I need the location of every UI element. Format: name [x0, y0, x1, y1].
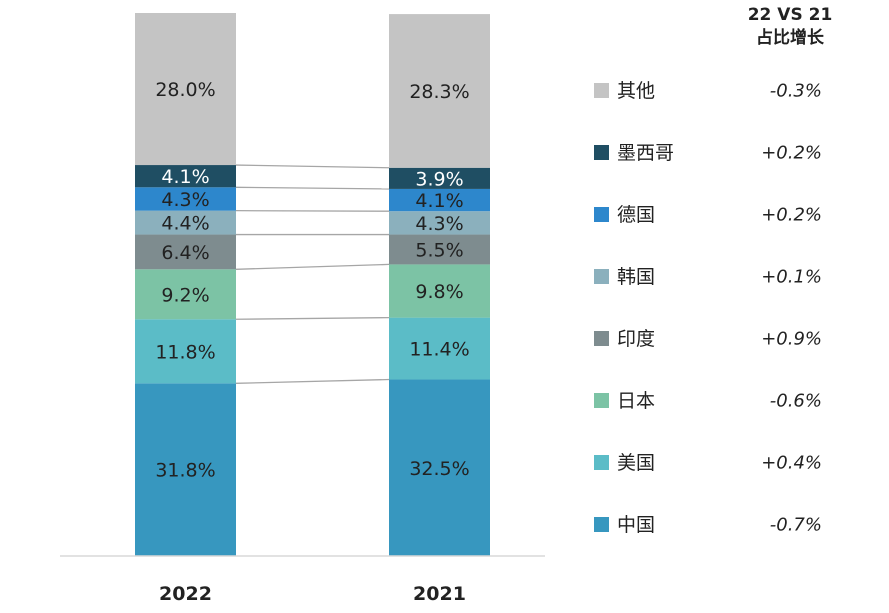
data-label-2022-6: 4.1% — [161, 166, 209, 188]
legend-delta-5: -0.6% — [770, 391, 822, 412]
legend-swatch-5 — [594, 393, 609, 408]
legend-swatch-7 — [594, 517, 609, 532]
connector-line-6 — [235, 164, 390, 169]
data-label-2022-0: 31.8% — [155, 460, 215, 482]
connector-lines — [235, 164, 390, 384]
connector-line-4 — [235, 210, 390, 212]
bar-segment-2022-3 — [135, 234, 236, 270]
bar-segment-2022-2 — [135, 269, 236, 320]
bar-segment-2021-3 — [389, 234, 490, 265]
bar-segment-2021-2 — [389, 264, 490, 318]
legend-swatch-6 — [594, 455, 609, 470]
data-label-2021-5: 4.1% — [415, 190, 463, 212]
data-label-2022-4: 4.4% — [161, 213, 209, 235]
bar-segment-2022-5 — [135, 187, 236, 211]
legend: 22 VS 21 占比增长 其他 -0.3% 墨西哥 +0.2% 德国 +0.2% 韩国 +0… — [594, 5, 832, 536]
data-label-2021-3: 5.5% — [415, 239, 463, 261]
data-label-2022-3: 6.4% — [161, 242, 209, 264]
legend-label-2: 德国 — [617, 204, 655, 226]
bar-segment-2022-0 — [135, 383, 236, 556]
legend-label-3: 韩国 — [617, 266, 655, 288]
data-label-2022-7: 28.0% — [155, 79, 215, 101]
legend-swatch-2 — [594, 207, 609, 222]
connector-line-2 — [235, 263, 390, 270]
legend-swatch-3 — [594, 269, 609, 284]
legend-label-6: 美国 — [617, 452, 655, 474]
bar-segment-2021-7 — [389, 14, 490, 168]
bars: 31.8%11.8%9.2%6.4%4.4%4.3%4.1%28.0%32.5%… — [135, 13, 490, 556]
data-label-2021-6: 3.9% — [415, 168, 463, 190]
legend-label-4: 印度 — [617, 328, 655, 350]
data-label-2021-1: 11.4% — [409, 339, 469, 361]
connector-line-1 — [235, 316, 390, 320]
bar-segment-2022-1 — [135, 319, 236, 384]
bar-segment-2022-4 — [135, 210, 236, 235]
data-label-2021-0: 32.5% — [409, 458, 469, 480]
data-label-2021-2: 9.8% — [415, 281, 463, 303]
category-label-2022: 2022 — [159, 583, 212, 605]
bar-segment-2021-1 — [389, 317, 490, 380]
legend-delta-2: +0.2% — [761, 205, 822, 226]
legend-delta-0: -0.3% — [770, 81, 822, 102]
connector-line-0 — [235, 378, 390, 384]
category-label-2021: 2021 — [413, 583, 466, 605]
legend-delta-7: -0.7% — [770, 515, 822, 536]
legend-header-line1: 22 VS 21 — [748, 5, 833, 25]
legend-delta-4: +0.9% — [761, 329, 822, 350]
bar-segment-2021-4 — [389, 211, 490, 235]
legend-delta-3: +0.1% — [761, 267, 822, 288]
bar-segment-2022-6 — [135, 165, 236, 188]
bar-segment-2021-6 — [389, 167, 490, 189]
bar-segment-2021-5 — [389, 188, 490, 212]
legend-label-1: 墨西哥 — [617, 142, 674, 164]
legend-delta-6: +0.4% — [761, 453, 822, 474]
legend-header-line2: 占比增长 — [756, 27, 825, 48]
legend-label-0: 其他 — [617, 80, 655, 102]
category-labels: 2022 2021 — [159, 583, 466, 605]
connector-line-5 — [235, 186, 390, 190]
bar-segment-2022-7 — [135, 13, 236, 166]
data-label-2021-7: 28.3% — [409, 81, 469, 103]
data-label-2022-5: 4.3% — [161, 189, 209, 211]
legend-swatch-1 — [594, 145, 609, 160]
data-label-2022-1: 11.8% — [155, 341, 215, 363]
legend-delta-1: +0.2% — [761, 143, 822, 164]
legend-label-7: 中国 — [617, 514, 655, 536]
bar-segment-2021-0 — [389, 379, 490, 556]
legend-swatch-4 — [594, 331, 609, 346]
legend-swatch-0 — [594, 83, 609, 98]
data-label-2021-4: 4.3% — [415, 213, 463, 235]
data-label-2022-2: 9.2% — [161, 284, 209, 306]
legend-label-5: 日本 — [617, 390, 655, 412]
